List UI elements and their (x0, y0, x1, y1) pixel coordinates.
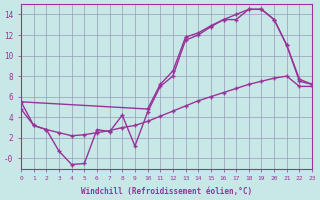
X-axis label: Windchill (Refroidissement éolien,°C): Windchill (Refroidissement éolien,°C) (81, 187, 252, 196)
